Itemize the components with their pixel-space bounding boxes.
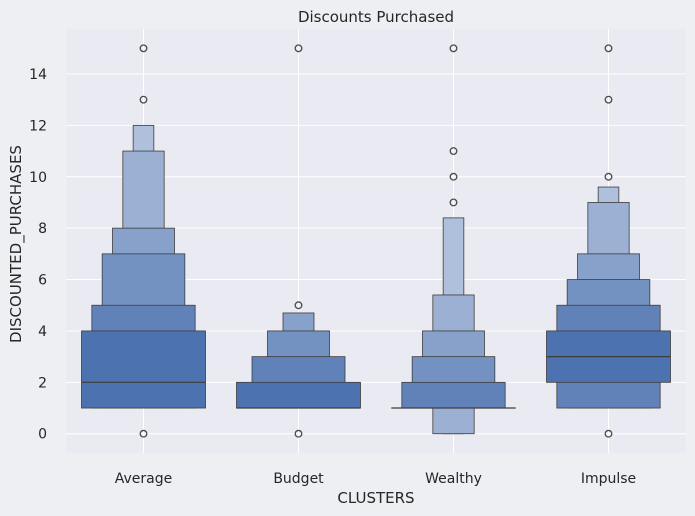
y-tick-label: 10 — [29, 170, 47, 186]
boxen-group — [391, 44, 516, 435]
y-tick-label: 8 — [38, 221, 47, 237]
x-tick-labels: Average Budget Wealthy Impulse — [115, 471, 636, 487]
outlier-point — [604, 95, 613, 104]
x-tick-label: Impulse — [581, 471, 636, 487]
outlier-point — [139, 429, 148, 438]
y-axis-label: DISCOUNTED_PURCHASES — [7, 145, 26, 343]
y-tick-label: 0 — [38, 427, 47, 443]
y-tick-label: 2 — [38, 375, 47, 391]
outlier-point — [604, 172, 613, 181]
outlier-point — [449, 172, 458, 181]
outlier-point — [294, 44, 303, 53]
outlier-point — [294, 429, 303, 438]
y-tick-label: 6 — [38, 273, 47, 289]
boxen-groups — [81, 44, 671, 438]
boxen-group — [546, 44, 671, 438]
outlier-point — [449, 44, 458, 53]
boxen-group — [236, 44, 361, 438]
x-axis-label: CLUSTERS — [337, 489, 414, 507]
y-tick-labels: 0 2 4 6 8 10 12 14 — [29, 67, 47, 443]
outlier-point — [449, 147, 458, 156]
boxen-box — [81, 330, 206, 409]
chart-title: Discounts Purchased — [298, 8, 454, 26]
x-tick-label: Average — [115, 471, 173, 487]
boxen-box — [401, 381, 506, 409]
y-tick-label: 14 — [29, 67, 47, 83]
outlier-point — [449, 198, 458, 207]
outlier-point — [294, 301, 303, 310]
x-tick-label: Wealthy — [425, 471, 482, 487]
outlier-point — [139, 95, 148, 104]
y-tick-label: 4 — [38, 324, 47, 340]
outlier-point — [604, 429, 613, 438]
boxen-box — [236, 381, 361, 409]
boxen-group — [81, 44, 206, 438]
outlier-point — [139, 44, 148, 53]
outlier-point — [604, 44, 613, 53]
y-tick-label: 12 — [29, 118, 47, 134]
x-tick-label: Budget — [273, 471, 324, 487]
